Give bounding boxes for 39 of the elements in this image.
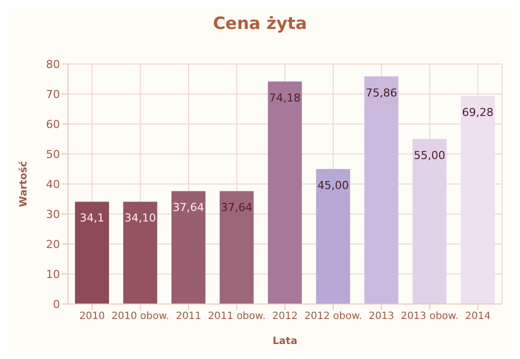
x-tick-label: 2011 <box>176 311 202 322</box>
data-label: 45,00 <box>317 179 349 192</box>
x-tick-label: 2010 obow. <box>112 311 170 322</box>
chart-title: Cena żyta <box>212 13 308 36</box>
data-label: 74,18 <box>269 91 301 104</box>
data-label: 55,00 <box>414 149 446 162</box>
data-label: 37,64 <box>220 201 252 214</box>
data-label: 37,64 <box>172 201 204 214</box>
bar <box>123 202 158 304</box>
y-axis-title: Wartość <box>18 160 30 207</box>
x-tick-label: 2014 <box>465 311 491 322</box>
data-label: 69,28 <box>462 106 494 120</box>
bar <box>460 96 495 304</box>
y-tick-label: 0 <box>53 298 60 311</box>
y-tick-label: 20 <box>46 238 60 251</box>
x-tick-label: 2012 obow. <box>304 311 362 322</box>
data-label: 75,86 <box>366 86 398 100</box>
y-tick-label: 60 <box>46 118 60 131</box>
y-tick-label: 80 <box>46 58 60 71</box>
x-tick-label: 2012 <box>272 311 298 322</box>
data-label: 34,1 <box>80 212 104 225</box>
y-tick-label: 10 <box>46 268 60 281</box>
y-tick-label: 50 <box>46 148 60 161</box>
bar <box>268 81 302 304</box>
y-tick-label: 40 <box>46 178 60 191</box>
bar <box>220 191 254 304</box>
bar <box>316 169 350 304</box>
y-tick-label: 30 <box>46 208 60 221</box>
bar <box>412 139 447 304</box>
x-tick-label: 2013 obow. <box>400 311 458 322</box>
bar <box>171 191 206 304</box>
x-axis-title: Lata <box>272 336 298 347</box>
x-tick-label: 2010 <box>79 311 105 322</box>
y-tick-label: 70 <box>46 88 60 101</box>
x-tick-label: 2011 obow. <box>208 311 266 322</box>
x-tick-label: 2013 <box>368 311 394 322</box>
bar <box>75 202 109 304</box>
bar <box>364 76 398 304</box>
data-label: 34,10 <box>124 212 156 225</box>
